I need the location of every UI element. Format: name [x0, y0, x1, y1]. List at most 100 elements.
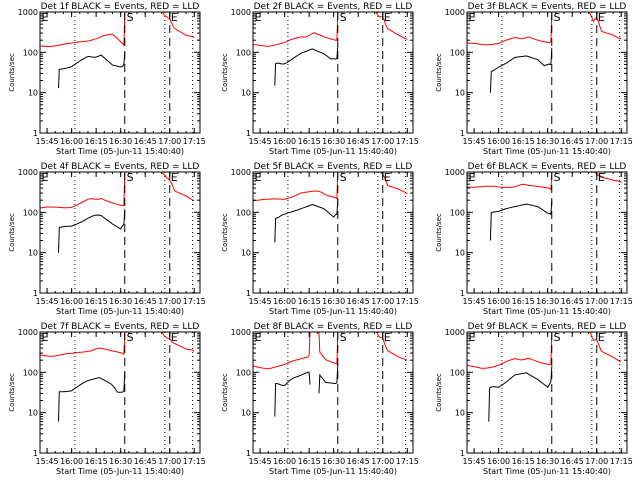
y-tick-label: 100 — [23, 48, 38, 57]
interval-marker-label: S — [127, 11, 134, 24]
interval-marker-label: E — [255, 171, 262, 184]
x-tick-label: 16:00 — [60, 297, 83, 306]
chart-title: Det 5f BLACK = Events, RED = LLD — [254, 162, 413, 172]
plot-frame — [252, 171, 414, 294]
interval-marker-label: E — [384, 11, 391, 24]
series-events-line — [274, 45, 339, 86]
y-tick-label: 1000 — [231, 328, 251, 337]
x-tick-label: 16:15 — [512, 457, 535, 466]
x-tick-label: 15:45 — [463, 297, 486, 306]
series-lld-line — [467, 12, 553, 46]
interval-marker-label: S — [127, 331, 134, 344]
y-axis-label: Counts/sec — [8, 213, 16, 252]
interval-marker-label: E — [469, 331, 476, 344]
y-tick-label: 10 — [241, 409, 251, 418]
x-tick-label: 16:45 — [134, 457, 157, 466]
x-tick-label: 15:45 — [249, 297, 272, 306]
x-tick-label: 16:30 — [322, 297, 345, 306]
x-axis-label: Start Time (05-Jun-11 15:40:40) — [269, 147, 397, 156]
plot-frame — [466, 331, 628, 454]
interval-marker-label: E — [171, 171, 178, 184]
series-events-line — [318, 364, 339, 394]
y-tick-label: 1 — [460, 449, 465, 458]
x-tick-label: 16:30 — [109, 137, 132, 146]
series-events-line — [274, 200, 339, 243]
x-tick-label: 15:45 — [249, 137, 272, 146]
y-axis-label: Counts/sec — [221, 213, 229, 252]
x-axis-label: Start Time (05-Jun-11 15:40:40) — [483, 147, 611, 156]
y-tick-label: 1000 — [445, 168, 465, 177]
x-tick-label: 17:00 — [158, 297, 181, 306]
series-lld-line — [253, 12, 339, 47]
series-events-line — [489, 200, 553, 241]
x-tick-label: 16:30 — [536, 297, 559, 306]
x-tick-label: 17:00 — [371, 297, 394, 306]
x-tick-label: 16:15 — [298, 137, 321, 146]
chart-title: Det 8f BLACK = Events, RED = LLD — [254, 322, 413, 332]
chart-title: Det 3f BLACK = Events, RED = LLD — [468, 2, 627, 12]
series-lld-line — [253, 172, 339, 202]
y-tick-label: 1000 — [445, 328, 465, 337]
x-tick-label: 16:00 — [273, 457, 296, 466]
x-tick-label: 17:15 — [396, 137, 419, 146]
x-tick-label: 15:45 — [463, 137, 486, 146]
y-tick-label: 1 — [246, 449, 251, 458]
y-tick-label: 1000 — [18, 168, 38, 177]
x-axis-label: Start Time (05-Jun-11 15:40:40) — [56, 467, 184, 476]
series-lld-line — [374, 12, 408, 40]
chart-title: Det 6f BLACK = Events, RED = LLD — [468, 162, 627, 172]
y-axis-label: Counts/sec — [435, 373, 443, 412]
y-tick-label: 10 — [28, 89, 38, 98]
y-tick-label: 10 — [455, 409, 465, 418]
series-lld-line — [253, 332, 311, 370]
y-tick-label: 1 — [33, 289, 38, 298]
x-tick-label: 16:45 — [561, 457, 584, 466]
x-axis-label: Start Time (05-Jun-11 15:40:40) — [56, 307, 184, 316]
series-lld-line — [593, 172, 622, 184]
x-tick-label: 16:00 — [487, 297, 510, 306]
plot-frame — [252, 11, 414, 134]
x-tick-label: 17:00 — [585, 457, 608, 466]
x-tick-label: 16:15 — [298, 297, 321, 306]
plot-frame — [39, 331, 201, 454]
interval-marker-label: S — [340, 11, 347, 24]
y-tick-label: 100 — [23, 368, 38, 377]
y-tick-label: 10 — [241, 249, 251, 258]
x-tick-label: 16:15 — [85, 457, 108, 466]
x-tick-label: 16:15 — [512, 297, 535, 306]
y-tick-label: 10 — [455, 249, 465, 258]
interval-marker-label: E — [42, 331, 49, 344]
y-axis-label: Counts/sec — [221, 53, 229, 92]
x-tick-label: 16:00 — [487, 457, 510, 466]
y-axis-label: Counts/sec — [8, 373, 16, 412]
interval-marker-label: S — [554, 331, 561, 344]
chart-title: Det 9f BLACK = Events, RED = LLD — [468, 322, 627, 332]
interval-marker-label: S — [127, 171, 134, 184]
plot-frame — [39, 11, 201, 134]
interval-marker-label: E — [171, 11, 178, 24]
plot-frame — [252, 331, 414, 454]
interval-marker-label: E — [384, 171, 391, 184]
x-tick-label: 16:00 — [273, 137, 296, 146]
series-lld-line — [40, 12, 126, 47]
y-tick-label: 10 — [28, 409, 38, 418]
chart-title: Det 1f BLACK = Events, RED = LLD — [41, 2, 200, 12]
interval-marker-label: E — [469, 171, 476, 184]
x-axis-label: Start Time (05-Jun-11 15:40:40) — [483, 307, 611, 316]
y-axis-label: Counts/sec — [8, 53, 16, 92]
y-tick-label: 100 — [23, 208, 38, 217]
interval-marker-label: E — [42, 171, 49, 184]
series-events-line — [488, 366, 553, 422]
y-axis-label: Counts/sec — [221, 373, 229, 412]
x-tick-label: 16:15 — [298, 457, 321, 466]
x-tick-label: 16:30 — [536, 457, 559, 466]
interval-marker-label: E — [598, 171, 605, 184]
x-tick-label: 16:15 — [85, 137, 108, 146]
x-tick-label: 16:30 — [322, 457, 345, 466]
series-lld-line — [375, 332, 408, 361]
